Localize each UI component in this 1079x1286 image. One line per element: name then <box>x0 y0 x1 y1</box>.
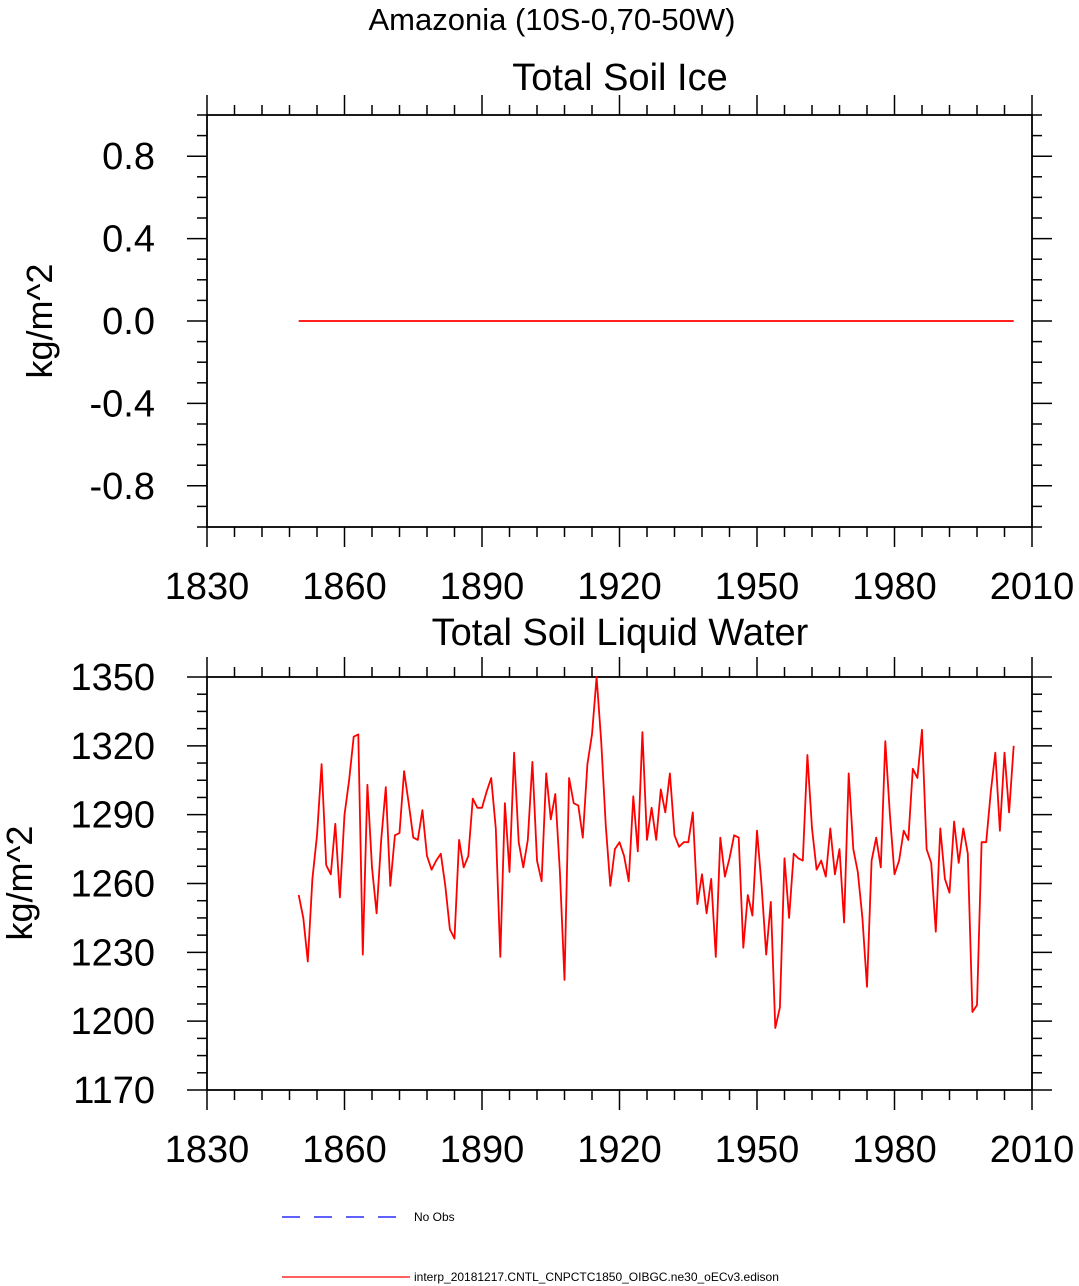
soil-liquid-water-y-tick-label: 1230 <box>70 932 155 974</box>
soil-liquid-water-y-tick-label: 1170 <box>73 1070 155 1112</box>
soil-liquid-water-ylabel: kg/m^2 <box>0 826 40 941</box>
soil-liquid-water-frame <box>206 676 1033 1091</box>
soil-ice-x-tick-label: 1860 <box>302 566 387 608</box>
page-title: Amazonia (10S-0,70-50W) <box>369 2 736 37</box>
soil-liquid-water-x-tick-label: 1980 <box>852 1129 937 1171</box>
soil-liquid-water-x-tick-label: 2010 <box>990 1129 1075 1171</box>
soil-liquid-water-x-tick-label: 1890 <box>440 1129 525 1171</box>
soil-ice-y-tick-label: 0.0 <box>102 301 155 343</box>
legend-obs-label: No Obs <box>414 1210 455 1224</box>
soil-liquid-water-panel: Total Soil Liquid Water kg/m^2 1830 1860 1… <box>0 612 1074 1171</box>
soil-liquid-water-title: Total Soil Liquid Water <box>432 612 809 654</box>
soil-ice-y-tick-label: 0.4 <box>102 219 155 261</box>
soil-liquid-water-x-tick-label: 1950 <box>715 1129 800 1171</box>
soil-liquid-water-y-tick-label: 1320 <box>70 726 155 768</box>
legend-model-label: interp_20181217.CNTL_CNPCTC1850_OIBGC.ne… <box>414 1270 779 1284</box>
soil-ice-y-tick-label: 0.8 <box>102 136 155 178</box>
legend: No Obs interp_20181217.CNTL_CNPCTC1850_O… <box>282 1210 779 1284</box>
soil-ice-panel: Total Soil Ice kg/m^2 1830 1860 1890 1920 19… <box>19 57 1074 608</box>
soil-liquid-water-model-series-line <box>297 676 1015 1029</box>
soil-ice-x-tick-label: 1920 <box>577 566 662 608</box>
soil-liquid-water-y-tick-label: 1290 <box>70 795 155 837</box>
soil-liquid-water-x-tick-label: 1920 <box>577 1129 662 1171</box>
soil-liquid-water-y-tick-label: 1350 <box>70 657 155 699</box>
soil-liquid-water-x-tick-label: 1860 <box>302 1129 387 1171</box>
soil-ice-y-tick-label: -0.8 <box>90 466 155 508</box>
soil-liquid-water-y-tick-label: 1260 <box>70 864 155 906</box>
soil-liquid-water-x-tick-label: 1830 <box>165 1129 250 1171</box>
soil-liquid-water-y-tick-label: 1200 <box>70 1001 155 1043</box>
soil-liquid-water-axes: 1830 1860 1890 1920 1950 1980 2010 1170 1200 1230… <box>70 657 1074 1171</box>
soil-ice-title: Total Soil Ice <box>512 57 727 99</box>
soil-ice-x-tick-label: 1830 <box>165 566 250 608</box>
soil-ice-x-tick-label: 1890 <box>440 566 525 608</box>
soil-ice-x-tick-label: 2010 <box>990 566 1075 608</box>
soil-ice-axes: 1830 1860 1890 1920 1950 1980 2010 -0.8 -0.4 0.0 0… <box>90 95 1075 608</box>
soil-ice-x-tick-label: 1980 <box>852 566 937 608</box>
soil-ice-y-tick-label: -0.4 <box>90 383 155 425</box>
soil-ice-ylabel: kg/m^2 <box>19 264 60 379</box>
soil-ice-x-tick-label: 1950 <box>715 566 800 608</box>
soil-liquid-water-plot-area <box>297 676 1015 1029</box>
